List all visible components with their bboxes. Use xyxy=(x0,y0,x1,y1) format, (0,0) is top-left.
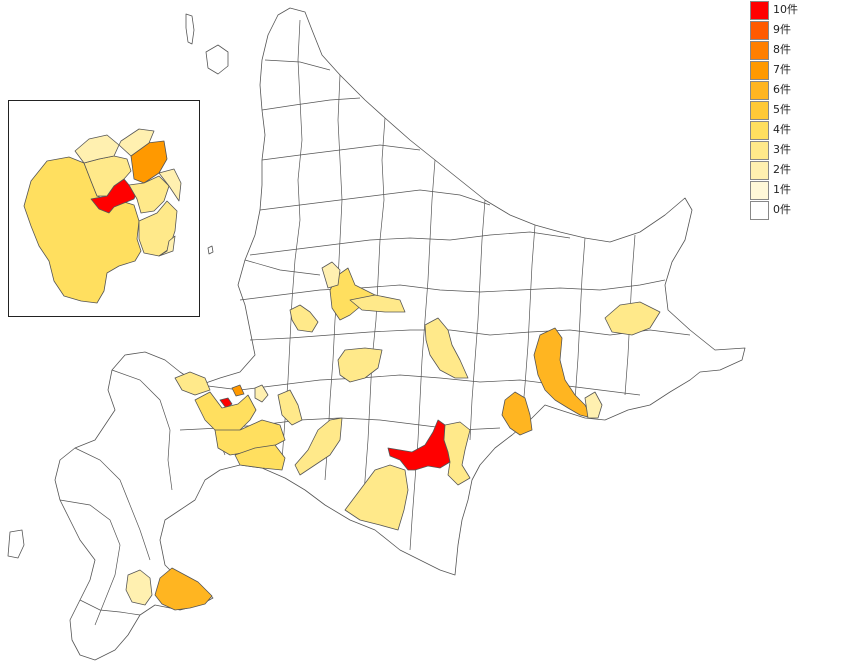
muni-6-hakodate-area xyxy=(154,567,213,611)
island-rebun xyxy=(185,13,195,45)
muni-3-nemuro xyxy=(604,301,661,336)
legend-row-3: 3件 xyxy=(750,140,846,160)
muni-3-furano xyxy=(337,347,383,383)
inset-map-frame xyxy=(8,100,200,317)
legend-label-0: 0件 xyxy=(773,203,791,216)
legend-label-4: 4件 xyxy=(773,123,791,136)
legend-swatch-1 xyxy=(750,180,769,200)
inset-muni-higashi xyxy=(128,175,170,214)
inset-muni-nishi xyxy=(74,134,120,164)
legend-swatch-10 xyxy=(750,0,769,20)
hokkaido-main-island xyxy=(54,7,746,661)
legend-label-9: 9件 xyxy=(773,23,791,36)
legend-row-9: 9件 xyxy=(750,20,846,40)
legend-swatch-2 xyxy=(750,160,769,180)
legend-swatch-3 xyxy=(750,140,769,160)
legend-label-8: 8件 xyxy=(773,43,791,56)
muni-3-taiki xyxy=(443,421,471,486)
inset-muni-teine xyxy=(118,128,155,157)
legend-label-10: 10件 xyxy=(773,3,798,16)
legend-label-5: 5件 xyxy=(773,103,791,116)
legend-swatch-7 xyxy=(750,60,769,80)
legend-row-0: 0件 xyxy=(750,200,846,220)
legend-row-8: 8件 xyxy=(750,40,846,60)
inset-sapporo-map xyxy=(23,128,182,304)
inset-muni-orange-north xyxy=(130,140,168,184)
legend-swatch-6 xyxy=(750,80,769,100)
legend-label-2: 2件 xyxy=(773,163,791,176)
muni-red-sapporo-area xyxy=(219,397,233,409)
legend-row-7: 7件 xyxy=(750,60,846,80)
legend-label-6: 6件 xyxy=(773,83,791,96)
legend-label-3: 3件 xyxy=(773,143,791,156)
muni-3-kamikawa xyxy=(349,294,406,313)
legend-swatch-8 xyxy=(750,40,769,60)
muni-3-biei xyxy=(424,317,469,379)
legend-label-7: 7件 xyxy=(773,63,791,76)
inset-muni-shiroishi xyxy=(158,168,182,202)
muni-3-iwamizawa xyxy=(289,304,319,333)
muni-3-chitose xyxy=(277,389,303,426)
legend-row-4: 4件 xyxy=(750,120,846,140)
legend-row-10: 10件 xyxy=(750,0,846,20)
legend-row-6: 6件 xyxy=(750,80,846,100)
muni-3-yubari xyxy=(294,417,343,476)
muni-2-akkeshi xyxy=(584,391,603,419)
legend: 10件 9件 8件 7件 6件 5件 4件 3件 xyxy=(750,0,846,220)
legend-row-5: 5件 xyxy=(750,100,846,120)
muni-4-tomakomai xyxy=(234,444,286,471)
island-teuri xyxy=(207,245,214,255)
muni-2-rumoi xyxy=(321,261,341,289)
inset-muni-kiyota xyxy=(158,235,176,257)
legend-swatch-4 xyxy=(750,120,769,140)
muni-3-hidaka xyxy=(344,464,409,531)
legend-row-1: 1件 xyxy=(750,180,846,200)
legend-swatch-9 xyxy=(750,20,769,40)
legend-label-1: 1件 xyxy=(773,183,791,196)
legend-swatch-5 xyxy=(750,100,769,120)
muni-2-iwanai xyxy=(254,384,269,403)
legend-row-2: 2件 xyxy=(750,160,846,180)
muni-3-otaru-west xyxy=(174,371,211,396)
island-okushiri xyxy=(7,529,25,559)
muni-orange-otaru-area xyxy=(231,384,245,397)
muni-6-toyokoro xyxy=(501,391,533,436)
muni-2-esashi xyxy=(125,569,153,606)
legend-swatch-0 xyxy=(750,200,769,220)
muni-4-sapporo-south xyxy=(194,391,257,436)
island-rishiri xyxy=(205,44,229,75)
